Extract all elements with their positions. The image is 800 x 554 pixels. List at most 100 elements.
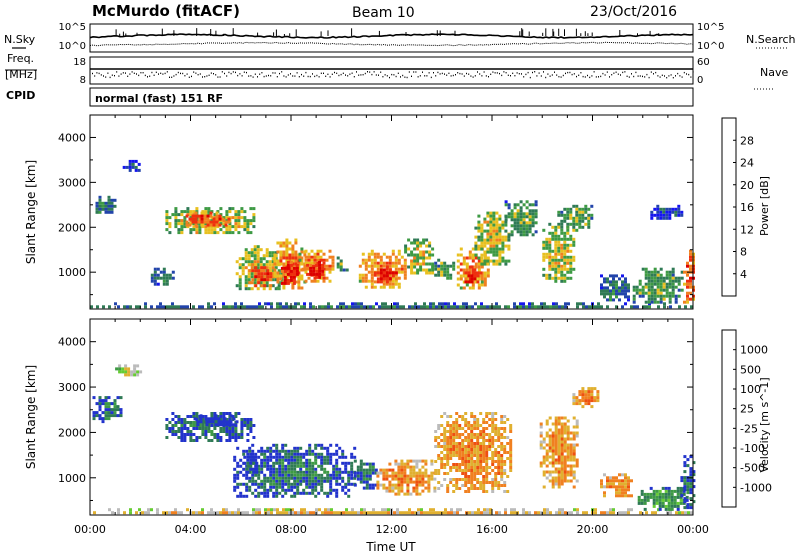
echo-cell bbox=[368, 477, 372, 481]
nave-mark bbox=[140, 72, 142, 74]
echo-cell bbox=[391, 271, 395, 275]
echo-cell bbox=[239, 482, 243, 486]
echo-cell bbox=[305, 479, 309, 483]
echo-cell bbox=[104, 396, 108, 400]
echo-cell bbox=[627, 476, 630, 480]
echo-cell bbox=[575, 461, 579, 465]
echo-cell bbox=[252, 216, 256, 220]
echo-cell bbox=[300, 286, 304, 290]
echo-cell bbox=[615, 494, 618, 498]
echo-cell bbox=[129, 305, 132, 309]
echo-cell bbox=[403, 276, 407, 280]
echo-cell bbox=[396, 302, 399, 306]
echo-cell bbox=[467, 433, 471, 436]
echo-cell bbox=[482, 481, 486, 484]
echo-cell bbox=[231, 225, 235, 229]
echo-cell bbox=[421, 474, 425, 478]
echo-cell bbox=[291, 286, 295, 290]
echo-cell bbox=[542, 470, 546, 474]
echo-cell bbox=[295, 263, 299, 267]
echo-cell bbox=[455, 484, 459, 487]
echo-cell bbox=[359, 459, 363, 463]
echo-cell bbox=[237, 210, 241, 214]
echo-cell bbox=[637, 498, 641, 502]
echo-cell bbox=[470, 478, 474, 481]
echo-cell bbox=[335, 449, 339, 453]
echo-cell bbox=[476, 451, 480, 454]
nave-mark bbox=[578, 74, 580, 76]
echo-cell bbox=[542, 473, 546, 477]
echo-cell bbox=[302, 479, 306, 483]
echo-cell bbox=[301, 267, 305, 271]
echo-cell bbox=[542, 267, 546, 271]
echo-cell bbox=[668, 285, 672, 289]
echo-cell bbox=[670, 492, 674, 496]
echo-cell bbox=[276, 286, 280, 290]
echo-cell bbox=[649, 486, 653, 490]
echo-cell bbox=[449, 457, 453, 460]
echo-cell bbox=[315, 263, 319, 267]
echo-cell bbox=[633, 305, 636, 309]
echo-cell bbox=[416, 271, 420, 275]
echo-cell bbox=[196, 423, 200, 427]
echo-cell bbox=[543, 305, 546, 309]
echo-cell bbox=[545, 464, 549, 468]
echo-cell bbox=[615, 286, 618, 290]
echo-cell bbox=[447, 302, 450, 306]
echo-cell bbox=[673, 501, 677, 505]
echo-cell bbox=[171, 276, 175, 280]
echo-cell bbox=[324, 511, 327, 515]
echo-cell bbox=[368, 471, 372, 475]
echo-cell bbox=[485, 481, 489, 484]
echo-cell bbox=[299, 464, 303, 468]
echo-cell bbox=[293, 479, 297, 483]
echo-cell bbox=[596, 393, 600, 397]
echo-cell bbox=[624, 280, 627, 284]
echo-cell bbox=[215, 220, 219, 224]
echo-cell bbox=[566, 222, 570, 226]
echo-cell bbox=[369, 511, 372, 515]
echo-cell bbox=[255, 305, 258, 309]
echo-cell bbox=[110, 201, 114, 205]
echo-cell bbox=[189, 421, 193, 424]
echo-cell bbox=[581, 216, 585, 220]
echo-cell bbox=[609, 482, 612, 486]
echo-cell bbox=[494, 466, 498, 469]
nave-mark bbox=[664, 75, 665, 77]
echo-cell bbox=[465, 256, 469, 260]
echo-cell bbox=[385, 280, 389, 284]
echo-cell bbox=[474, 241, 478, 245]
echo-cell bbox=[542, 273, 546, 277]
echo-cell bbox=[482, 442, 486, 445]
echo-cell bbox=[572, 431, 576, 435]
echo-cell bbox=[522, 203, 526, 207]
echo-cell bbox=[101, 420, 105, 424]
echo-cell bbox=[560, 225, 564, 229]
echo-cell bbox=[276, 241, 280, 245]
echo-cell bbox=[443, 261, 447, 265]
echo-cell bbox=[495, 302, 498, 306]
y-tick-label: 4000 bbox=[58, 131, 86, 144]
echo-cell bbox=[548, 255, 552, 259]
echo-cell bbox=[121, 367, 125, 371]
echo-cell bbox=[671, 276, 675, 280]
echo-cell bbox=[467, 457, 471, 460]
echo-cell bbox=[189, 231, 193, 235]
echo-cell bbox=[449, 469, 453, 472]
echo-cell bbox=[470, 445, 474, 448]
echo-cell bbox=[291, 511, 294, 515]
echo-cell bbox=[292, 272, 296, 276]
nave-mark bbox=[257, 76, 258, 78]
echo-cell bbox=[470, 436, 474, 439]
echo-cell bbox=[180, 305, 183, 309]
echo-cell bbox=[683, 479, 687, 483]
nave-mark bbox=[457, 72, 459, 74]
echo-cell bbox=[244, 260, 248, 264]
echo-cell bbox=[671, 270, 675, 274]
echo-cell bbox=[136, 373, 140, 377]
echo-cell bbox=[331, 261, 335, 265]
echo-cell bbox=[365, 468, 369, 472]
echo-cell bbox=[413, 271, 417, 275]
echo-cell bbox=[557, 416, 561, 420]
